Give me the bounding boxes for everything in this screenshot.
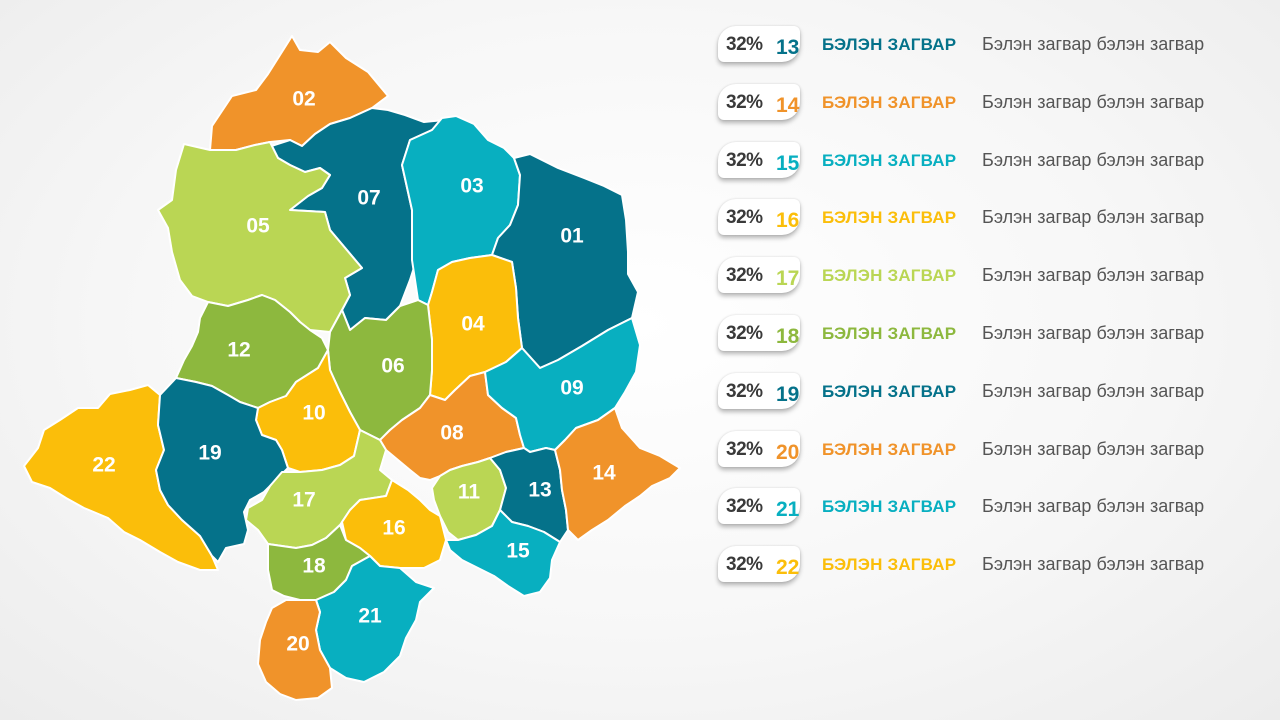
region-number: 13 xyxy=(776,36,800,59)
region-label-20: 20 xyxy=(286,633,309,656)
percent-value: 32% xyxy=(726,265,763,287)
legend-title: БЭЛЭН ЗАГВАР xyxy=(822,150,957,170)
region-number: 17 xyxy=(776,267,800,291)
legend-title: БЭЛЭН ЗАГВАР xyxy=(822,208,957,228)
legend-title: БЭЛЭН ЗАГВАР xyxy=(822,381,957,401)
region-label-01: 01 xyxy=(560,225,584,248)
region-label-15: 15 xyxy=(506,540,530,563)
legend-title: БЭЛЭН ЗАГВАР xyxy=(822,266,957,286)
region-label-17: 17 xyxy=(292,489,315,512)
region-label-13: 13 xyxy=(528,479,551,502)
legend-title: БЭЛЭН ЗАГВАР xyxy=(822,324,957,343)
region-number: 22 xyxy=(776,556,800,580)
percent-badge: 32% 20 xyxy=(718,430,800,467)
legend-description: Бэлэн загвар бэлэн загвар xyxy=(982,149,1205,170)
percent-value: 32% xyxy=(726,34,763,55)
region-label-08: 08 xyxy=(440,422,464,445)
percent-value: 32% xyxy=(726,323,763,344)
legend-title: БЭЛЭН ЗАГВАР xyxy=(822,92,957,112)
legend-description: Бэлэн загвар бэлэн загвар xyxy=(982,554,1205,575)
region-22[interactable] xyxy=(23,384,219,571)
percent-badge: 32% 18 xyxy=(718,315,800,351)
legend-title: БЭЛЭН ЗАГВАР xyxy=(822,497,957,517)
legend-description: Бэлэн загвар бэлэн загвар xyxy=(982,91,1205,112)
legend-row: 32% 13 БЭЛЭН ЗАГВАР Бэлэн загвар бэлэн з… xyxy=(716,24,1276,68)
percent-badge: 32% 17 xyxy=(718,257,800,294)
region-label-10: 10 xyxy=(302,402,325,425)
region-14[interactable] xyxy=(554,407,681,541)
region-label-21: 21 xyxy=(358,605,382,628)
percent-value: 32% xyxy=(726,496,763,518)
region-label-07: 07 xyxy=(357,187,380,210)
region-label-12: 12 xyxy=(227,339,250,362)
region-19[interactable] xyxy=(155,377,289,563)
region-map: 01 02 03 04 05 06 07 08 09 10 11 12 13 1… xyxy=(23,35,681,701)
region-label-03: 03 xyxy=(460,175,483,198)
percent-badge: 32% 16 xyxy=(718,199,800,236)
percent-value: 32% xyxy=(726,91,763,113)
legend-description: Бэлэн загвар бэлэн загвар xyxy=(982,438,1205,459)
region-20[interactable] xyxy=(257,599,333,701)
legend-row: 32% 15 БЭЛЭН ЗАГВАР Бэлэн загвар бэлэн з… xyxy=(716,140,1276,184)
region-number: 18 xyxy=(776,325,800,348)
legend-row: 32% 18 БЭЛЭН ЗАГВАР Бэлэн загвар бэлэн з… xyxy=(716,313,1276,357)
region-label-16: 16 xyxy=(382,517,405,540)
legend-row: 32% 14 БЭЛЭН ЗАГВАР Бэлэн загвар бэлэн з… xyxy=(716,82,1276,126)
legend-title: БЭЛЭН ЗАГВАР xyxy=(822,35,957,54)
legend-description: Бэлэн загвар бэлэн загвар xyxy=(982,496,1205,517)
legend-row: 32% 17 БЭЛЭН ЗАГВАР Бэлэн загвар бэлэн з… xyxy=(716,255,1276,299)
region-number: 16 xyxy=(776,209,800,233)
legend-row: 32% 16 БЭЛЭН ЗАГВАР Бэлэн загвар бэлэн з… xyxy=(716,197,1276,241)
region-label-05: 05 xyxy=(246,215,270,238)
percent-value: 32% xyxy=(726,554,763,576)
percent-badge: 32% 15 xyxy=(718,141,800,178)
percent-value: 32% xyxy=(726,149,763,171)
percent-badge: 32% 13 xyxy=(718,26,800,62)
legend-row: 32% 20 БЭЛЭН ЗАГВАР Бэлэн загвар бэлэн з… xyxy=(716,429,1276,473)
region-number: 20 xyxy=(776,440,800,464)
legend-title: БЭЛЭН ЗАГВАР xyxy=(822,555,957,575)
region-label-18: 18 xyxy=(302,555,326,578)
percent-value: 32% xyxy=(726,380,763,402)
region-label-04: 04 xyxy=(461,313,485,336)
region-15[interactable] xyxy=(445,509,561,597)
legend-title: БЭЛЭН ЗАГВАР xyxy=(822,439,957,459)
percent-badge: 32% 14 xyxy=(718,83,800,120)
region-number: 19 xyxy=(776,382,800,406)
percent-badge: 32% 19 xyxy=(718,372,800,409)
region-number: 15 xyxy=(776,151,800,175)
legend-description: Бэлэн загвар бэлэн загвар xyxy=(982,323,1205,343)
legend-row: 32% 21 БЭЛЭН ЗАГВАР Бэлэн загвар бэлэн з… xyxy=(716,486,1276,530)
region-label-22: 22 xyxy=(92,454,115,477)
region-label-19: 19 xyxy=(198,442,221,465)
region-label-02: 02 xyxy=(292,88,315,111)
region-number: 14 xyxy=(776,93,800,117)
percent-badge: 32% 21 xyxy=(718,488,800,525)
legend-row: 32% 19 БЭЛЭН ЗАГВАР Бэлэн загвар бэлэн з… xyxy=(716,371,1276,415)
region-label-06: 06 xyxy=(381,355,404,378)
legend-description: Бэлэн загвар бэлэн загвар xyxy=(982,207,1205,228)
percent-value: 32% xyxy=(726,438,763,460)
legend-description: Бэлэн загвар бэлэн загвар xyxy=(982,265,1205,286)
percent-badge: 32% 22 xyxy=(718,546,800,583)
legend-description: Бэлэн загвар бэлэн загвар xyxy=(982,380,1205,401)
region-05[interactable] xyxy=(157,141,363,333)
percent-value: 32% xyxy=(726,207,763,229)
region-label-14: 14 xyxy=(592,462,616,485)
region-number: 21 xyxy=(776,498,800,522)
region-label-09: 09 xyxy=(560,377,583,400)
region-label-11: 11 xyxy=(458,481,481,504)
legend-row: 32% 22 БЭЛЭН ЗАГВАР Бэлэн загвар бэлэн з… xyxy=(716,544,1276,588)
legend-description: Бэлэн загвар бэлэн загвар xyxy=(982,34,1205,54)
